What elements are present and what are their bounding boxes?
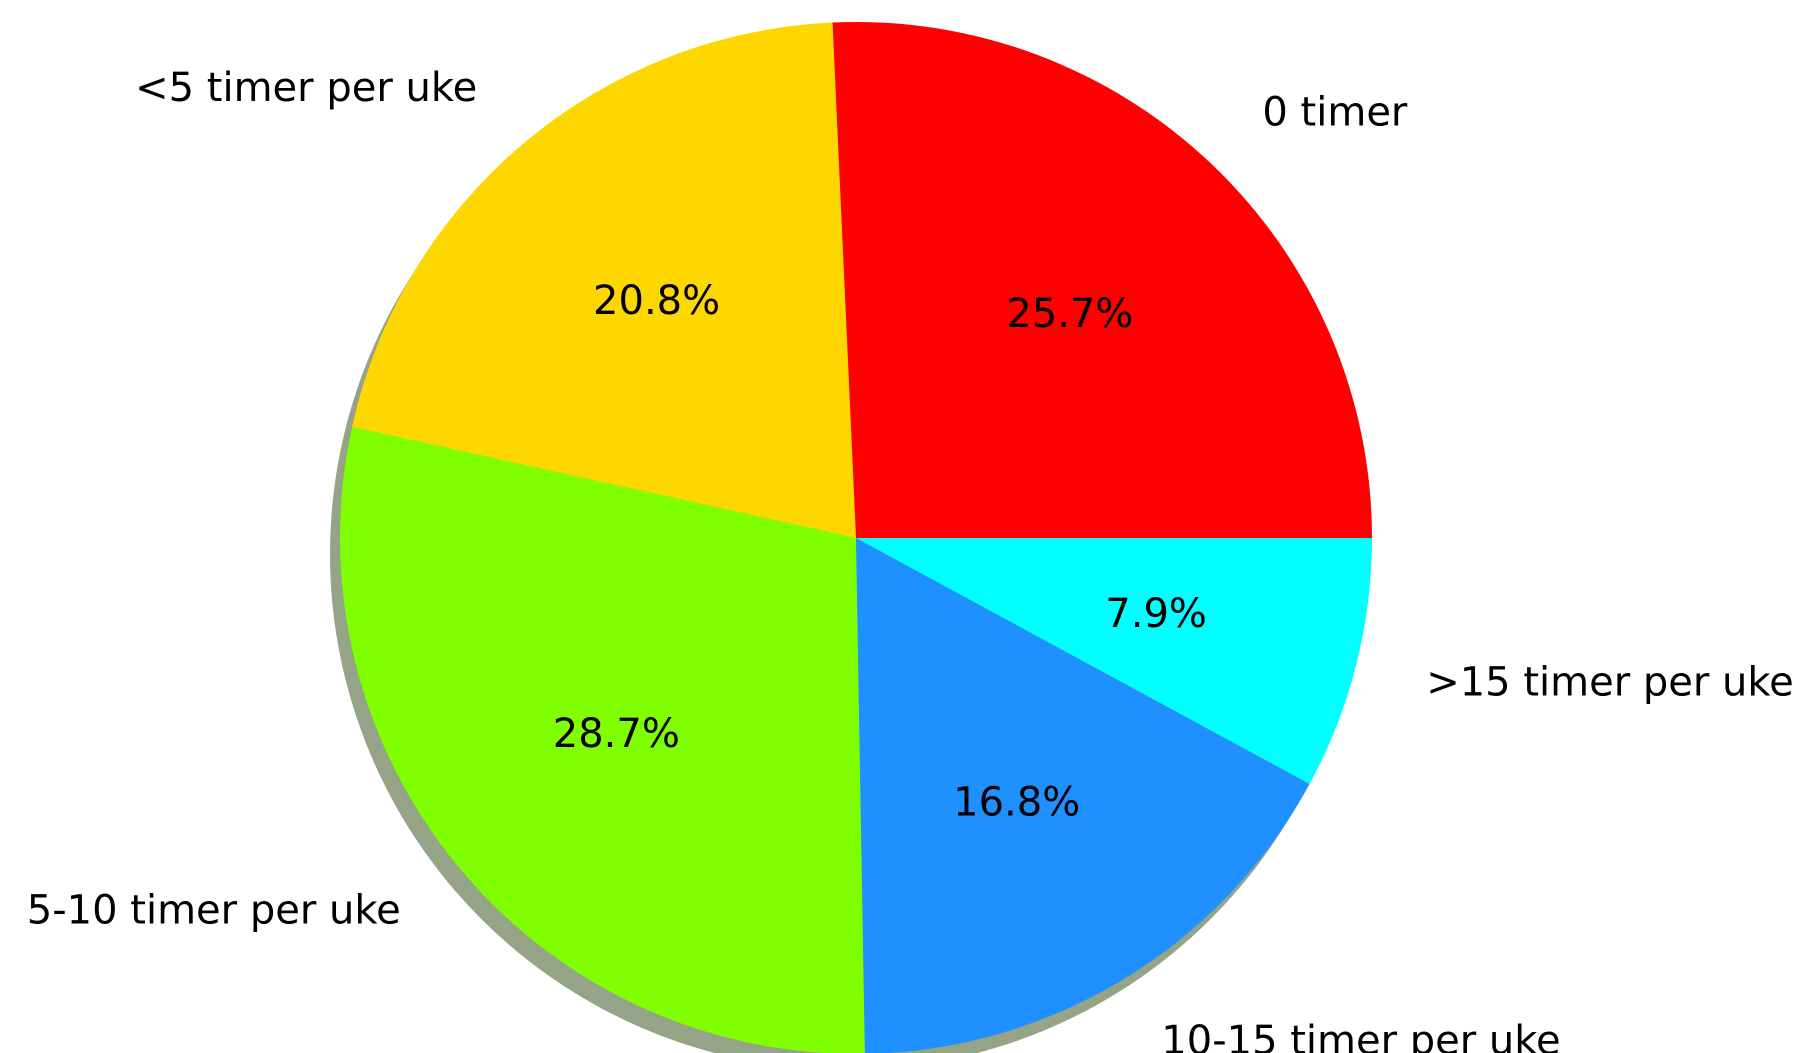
slice-percentage-label: 28.7% <box>553 711 680 757</box>
pie-slice <box>856 538 1372 784</box>
slice-category-label: >15 timer per uke <box>1426 660 1794 706</box>
pie-slice <box>856 538 1310 1053</box>
slice-category-label: <5 timer per uke <box>135 65 477 111</box>
slice-category-label: 5-10 timer per uke <box>27 887 401 933</box>
slice-category-label: 0 timer <box>1262 90 1408 136</box>
slice-percentage-label: 25.7% <box>1006 291 1133 337</box>
slice-category-label: 10-15 timer per uke <box>1161 1018 1560 1053</box>
pie-slice <box>352 22 856 539</box>
slice-percentage-label: 20.8% <box>593 278 720 324</box>
category-labels: 0 timer <5 timer per uke 5-10 timer per uk… <box>27 65 1794 1053</box>
slice-percentage-label: 16.8% <box>953 780 1080 826</box>
pie-slices <box>340 22 1372 1053</box>
slice-percentage-label: 7.9% <box>1105 591 1207 637</box>
pie-slice <box>832 22 1372 539</box>
percentage-labels: 25.7% 20.8% 28.7% 16.8% 7.9% <box>553 278 1207 826</box>
pie-slice <box>340 426 865 1053</box>
